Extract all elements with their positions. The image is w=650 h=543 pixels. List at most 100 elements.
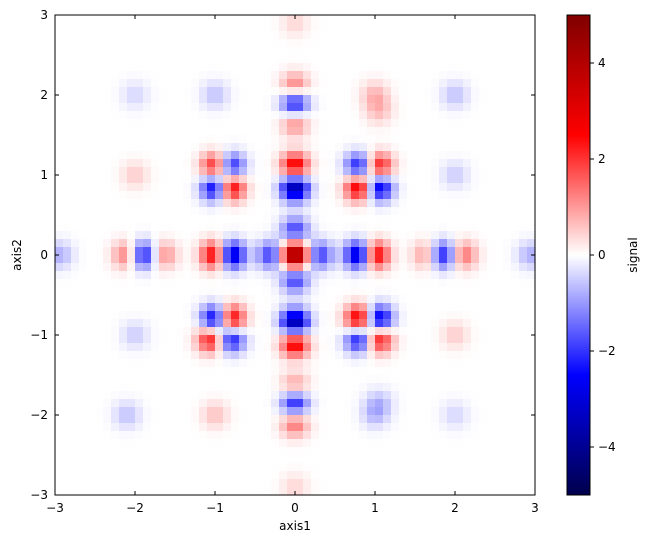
heatmap-cell [231,119,240,128]
heatmap-cell [71,119,80,128]
heatmap-cell [255,415,264,424]
heatmap-cell [95,63,104,72]
heatmap-cell [527,183,536,192]
heatmap-cell [359,431,368,440]
heatmap-cell [111,479,120,488]
heatmap-cell [271,95,280,104]
heatmap-cell [159,119,168,128]
heatmap-cell [79,463,88,472]
heatmap-cell [263,191,272,200]
heatmap-cell [503,327,512,336]
heatmap-cell [511,191,520,200]
heatmap-cell [447,15,456,24]
heatmap-cell [359,335,368,344]
heatmap-cell [231,279,240,288]
heatmap-cell [375,223,384,232]
heatmap-cell [447,423,456,432]
heatmap-cell [79,95,88,104]
heatmap-cell [423,191,432,200]
heatmap-cell [383,279,392,288]
heatmap-cell [463,247,472,256]
heatmap-cell [239,15,248,24]
heatmap-cell [127,415,136,424]
heatmap-cell [431,55,440,64]
heatmap-cell [215,207,224,216]
heatmap-cell [79,423,88,432]
heatmap-cell [495,71,504,80]
heatmap-cell [199,255,208,264]
heatmap-cell [431,311,440,320]
heatmap-cell [511,407,520,416]
heatmap-cell [191,199,200,208]
heatmap-cell [255,327,264,336]
heatmap-cell [215,23,224,32]
heatmap-cell [95,455,104,464]
heatmap-cell [351,407,360,416]
heatmap-cell [527,391,536,400]
heatmap-cell [423,207,432,216]
heatmap-cell [239,79,248,88]
heatmap-cell [103,247,112,256]
heatmap-cell [447,215,456,224]
heatmap-cell [55,79,64,88]
heatmap-cell [287,15,296,24]
heatmap-cell [343,15,352,24]
heatmap-cell [135,487,144,496]
heatmap-cell [151,287,160,296]
heatmap-cell [175,391,184,400]
heatmap-cell [183,431,192,440]
heatmap-cell [71,15,80,24]
heatmap-cell [519,63,528,72]
heatmap-cell [207,191,216,200]
heatmap-cell [271,295,280,304]
heatmap-cell [407,231,416,240]
heatmap-cell [447,111,456,120]
heatmap-cell [359,247,368,256]
heatmap-cell [295,439,304,448]
heatmap-cell [143,423,152,432]
heatmap-cell [495,447,504,456]
heatmap-cell [191,15,200,24]
heatmap-cell [183,359,192,368]
heatmap-cell [287,159,296,168]
heatmap-cell [135,271,144,280]
heatmap-cell [135,199,144,208]
heatmap-cell [119,207,128,216]
heatmap-cell [303,111,312,120]
heatmap-cell [55,439,64,448]
heatmap-cell [167,327,176,336]
heatmap-cell [303,175,312,184]
heatmap-cell [335,255,344,264]
heatmap-cell [463,215,472,224]
heatmap-cell [263,407,272,416]
heatmap-cell [287,223,296,232]
heatmap-cell [191,223,200,232]
heatmap-cell [263,447,272,456]
heatmap-cell [87,447,96,456]
heatmap-cell [479,263,488,272]
heatmap-cell [231,463,240,472]
heatmap-cell [111,215,120,224]
heatmap-cell [199,23,208,32]
heatmap-cell [287,431,296,440]
heatmap-cell [511,311,520,320]
heatmap-cell [159,391,168,400]
heatmap-cell [487,151,496,160]
heatmap-cell [175,463,184,472]
heatmap-cell [375,103,384,112]
heatmap-cell [271,239,280,248]
heatmap-cell [527,295,536,304]
heatmap-cell [335,287,344,296]
heatmap-cell [383,143,392,152]
heatmap-cell [503,351,512,360]
heatmap-cell [327,407,336,416]
heatmap-cell [151,223,160,232]
heatmap-cell [479,151,488,160]
heatmap-cell [151,215,160,224]
heatmap-cell [263,351,272,360]
heatmap-cell [111,327,120,336]
heatmap-cell [375,135,384,144]
heatmap-cell [463,103,472,112]
heatmap-cell [135,135,144,144]
heatmap-cell [487,207,496,216]
